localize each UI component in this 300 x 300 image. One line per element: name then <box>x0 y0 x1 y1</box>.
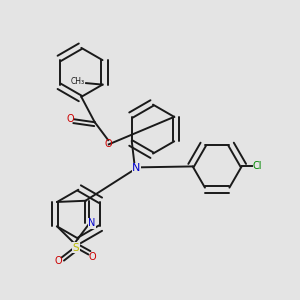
Text: Cl: Cl <box>253 161 262 171</box>
Text: N: N <box>132 163 140 173</box>
Text: O: O <box>54 256 62 266</box>
Text: O: O <box>105 139 112 149</box>
Text: CH₃: CH₃ <box>70 77 84 86</box>
Text: O: O <box>67 114 74 124</box>
Text: O: O <box>88 252 96 262</box>
Text: S: S <box>73 243 79 253</box>
Text: N: N <box>88 218 96 228</box>
